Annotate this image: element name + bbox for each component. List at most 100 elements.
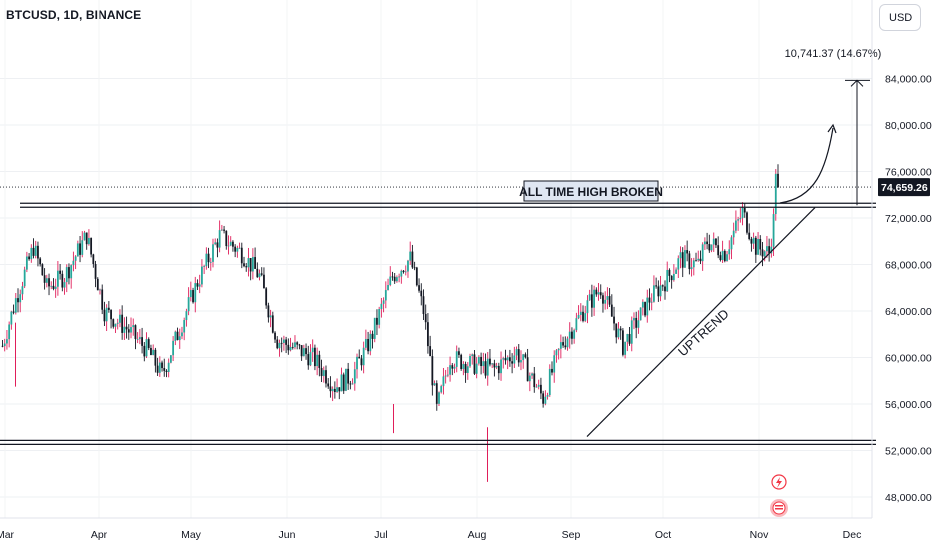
candle <box>59 263 62 280</box>
candle-body <box>367 338 369 352</box>
candle <box>420 283 423 306</box>
candle-body <box>254 257 256 269</box>
candle-body <box>232 241 234 247</box>
candle-body <box>194 283 197 303</box>
candle <box>19 289 22 313</box>
candle-body <box>247 258 250 268</box>
candle-body <box>664 286 666 292</box>
x-tick-label: Nov <box>750 529 769 541</box>
candle-body <box>746 212 748 233</box>
y-tick-label: 76,000.00 <box>885 167 932 179</box>
candle <box>754 235 757 264</box>
candle-body <box>435 383 438 404</box>
flash-event-glyph <box>776 477 782 488</box>
candle <box>143 342 146 362</box>
candle <box>83 230 86 241</box>
candle-body <box>699 258 702 262</box>
candle <box>597 282 600 301</box>
candle <box>358 349 361 359</box>
candle <box>174 330 177 346</box>
candle <box>3 338 6 352</box>
candle-body <box>528 375 531 382</box>
candle <box>462 361 465 376</box>
candle <box>726 250 728 262</box>
candle <box>81 231 84 258</box>
candle <box>322 366 325 383</box>
candle <box>506 355 509 370</box>
candle-body <box>181 332 183 337</box>
candle <box>161 360 163 372</box>
candle-body <box>19 294 22 303</box>
annotations: UPTREND ALL TIME HIGH BROKEN 10,741.37 (14… <box>519 48 881 517</box>
candle <box>772 208 775 257</box>
candle-body <box>486 358 489 376</box>
candle <box>743 203 746 218</box>
candle-body <box>427 322 429 347</box>
candle-body <box>690 267 693 270</box>
candle-body <box>684 250 686 268</box>
currency-button[interactable]: USD <box>879 4 921 31</box>
candle <box>289 337 292 352</box>
candle <box>648 288 651 311</box>
candle <box>484 353 487 379</box>
candle-body <box>145 339 148 357</box>
candle <box>604 291 607 310</box>
uptrend-line <box>586 207 816 437</box>
candle-body <box>442 376 445 387</box>
candle <box>138 328 141 345</box>
candle <box>774 169 777 221</box>
ath-label: ALL TIME HIGH BROKEN <box>519 185 663 199</box>
time-axis[interactable]: Mar Apr May Jun Jul Aug Sep Oct Nov Dec <box>0 517 872 541</box>
candle <box>641 299 644 316</box>
x-tick-label: May <box>181 529 202 541</box>
candle <box>577 305 580 320</box>
candle <box>659 275 662 302</box>
candle-body <box>94 264 97 279</box>
candle <box>551 361 553 376</box>
candle-body <box>32 247 35 256</box>
candle-body <box>30 247 33 260</box>
candle <box>32 238 35 259</box>
candle <box>739 208 742 223</box>
candle-body <box>37 245 39 259</box>
candle <box>6 329 8 350</box>
candle-body <box>158 362 161 373</box>
candle <box>528 372 531 392</box>
candle-body <box>34 245 37 256</box>
candle-body <box>207 253 210 263</box>
candle <box>635 311 638 339</box>
x-tick-label: Oct <box>655 529 671 541</box>
candle <box>130 317 132 339</box>
candle <box>475 356 478 379</box>
candle-body <box>163 368 166 371</box>
candle <box>686 240 689 262</box>
candle-body <box>389 276 392 286</box>
candle <box>56 260 59 296</box>
candle <box>763 250 766 262</box>
candle <box>622 328 624 357</box>
candle-body <box>132 325 135 328</box>
candle <box>615 323 618 344</box>
candle-body <box>63 282 66 288</box>
candle-body <box>418 285 420 291</box>
candle-body <box>553 355 556 373</box>
candle <box>752 232 755 250</box>
candle <box>307 345 310 370</box>
candle <box>415 266 418 287</box>
candle <box>72 251 75 272</box>
candle-body <box>564 345 567 348</box>
price-axis[interactable]: 48,000.00 52,000.00 56,000.00 60,000.00 64,0… <box>871 0 932 518</box>
candle <box>156 357 159 376</box>
candle-body <box>311 347 314 353</box>
candle-body <box>708 244 711 251</box>
candle-body <box>770 246 773 254</box>
candle <box>54 278 57 298</box>
candle <box>427 313 429 354</box>
candle <box>212 238 214 268</box>
candle-body <box>316 354 319 367</box>
candle <box>599 284 602 299</box>
candles <box>1 164 779 482</box>
candle-body <box>249 258 252 272</box>
candle-body <box>192 290 194 303</box>
